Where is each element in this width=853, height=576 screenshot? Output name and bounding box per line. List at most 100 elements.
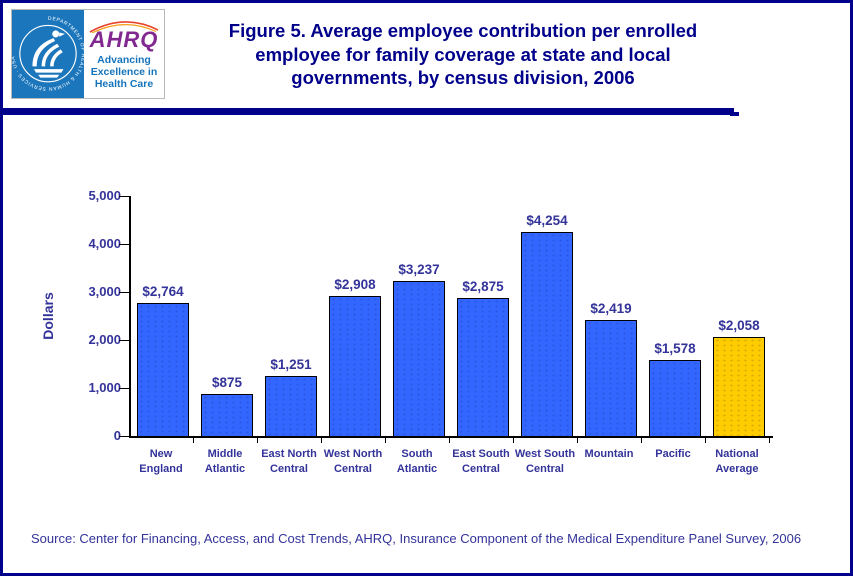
x-axis-label-line: West North: [323, 448, 383, 460]
bar-middle-atlantic: [201, 394, 253, 436]
bar-slot: $3,237: [387, 196, 451, 436]
plot-area: $2,764 $875 $1,251 $2,908 $3,237 $2,875 $4,254…: [129, 196, 773, 438]
x-axis-label-east-south-central: East South Central: [449, 447, 513, 476]
x-tick-mark: [513, 438, 514, 443]
bar-pacific: [649, 360, 701, 436]
x-axis-label-west-south-central: West South Central: [513, 447, 577, 476]
bar-south-atlantic: [393, 281, 445, 436]
tagline-line: Excellence in: [90, 65, 158, 78]
x-axis-label-line: Central: [462, 462, 500, 475]
x-axis-label-line: East North: [261, 448, 317, 460]
x-axis-label-line: New: [149, 448, 173, 460]
x-axis-label-line: Mountain: [584, 448, 634, 460]
x-axis-label-line: Atlantic: [204, 462, 246, 475]
tagline-line: Health Care: [94, 77, 154, 90]
x-axis-label-mountain: Mountain: [577, 447, 641, 476]
y-tick-label: 3,000: [88, 284, 121, 299]
bar-slot: $2,875: [451, 196, 515, 436]
ahrq-logo: AHRQ Advancing Excellence in Health Care: [84, 10, 164, 98]
x-axis-label-line: West South: [514, 448, 576, 460]
y-tick-mark: [119, 244, 129, 245]
x-axis-label-line: East South: [452, 448, 510, 460]
hhs-ahrq-logo: DEPARTMENT OF HEALTH & HUMAN SERVICES · …: [11, 9, 165, 99]
y-tick-mark: [119, 436, 129, 437]
bar-slot: $4,254: [515, 196, 579, 436]
tagline-line: Advancing: [97, 53, 151, 66]
bar-value-label: $2,058: [718, 318, 760, 333]
bar-slot: $1,251: [259, 196, 323, 436]
bar-value-label: $1,578: [654, 341, 696, 356]
source-note: Source: Center for Financing, Access, an…: [31, 531, 802, 546]
x-axis-label-line: Central: [334, 462, 372, 475]
bar-east-south-central: [457, 298, 509, 436]
ahrq-tagline: Advancing Excellence in Health Care: [91, 54, 158, 90]
x-tick-mark: [257, 438, 258, 443]
bar-chart: Dollars $2,764 $875 $1,251 $2,908 $3,237 $2,8…: [3, 130, 850, 502]
x-tick-mark: [321, 438, 322, 443]
y-axis-title: Dollars: [40, 292, 56, 340]
bar-new-england: [137, 303, 189, 436]
x-axis-label-east-north-central: East North Central: [257, 447, 321, 476]
bar-slot: $2,764: [131, 196, 195, 436]
x-axis-label-line: Atlantic: [396, 462, 438, 475]
x-tick-mark: [705, 438, 706, 443]
x-axis-label-line: England: [139, 462, 183, 475]
x-axis-label-line: Average: [715, 462, 759, 475]
x-axis-label-line: Pacific: [655, 448, 691, 460]
bar-slot: $875: [195, 196, 259, 436]
ahrq-rainbow-arc-icon: [89, 20, 159, 33]
y-tick-mark: [119, 292, 129, 293]
x-axis-label-line: Middle: [207, 448, 243, 460]
y-tick-label: 4,000: [88, 236, 121, 251]
y-tick-label: 0: [113, 428, 121, 443]
x-axis-label-line: National: [715, 448, 759, 460]
x-axis-label-pacific: Pacific: [641, 447, 705, 476]
x-axis-label-middle-atlantic: Middle Atlantic: [193, 447, 257, 476]
bar-value-label: $1,251: [270, 357, 312, 372]
bar-mountain: [585, 320, 637, 436]
bar-value-label: $2,419: [590, 301, 632, 316]
y-tick-mark: [119, 388, 129, 389]
x-tick-mark: [193, 438, 194, 443]
x-tick-mark: [577, 438, 578, 443]
x-axis-label-line: Central: [526, 462, 564, 475]
x-axis-label-new-england: New England: [129, 447, 193, 476]
bar-east-north-central: [265, 376, 317, 436]
bar-west-north-central: [329, 296, 381, 436]
bar-west-south-central: [521, 232, 573, 436]
figure-title: Figure 5. Average employee contribution …: [171, 19, 755, 90]
hhs-eagle-icon: DEPARTMENT OF HEALTH & HUMAN SERVICES · …: [12, 16, 84, 92]
bar-slot: $2,419: [579, 196, 643, 436]
x-axis-label-national-average: National Average: [705, 447, 769, 476]
ahrq-wordmark: AHRQ: [89, 26, 159, 52]
y-tick-label: 1,000: [88, 380, 121, 395]
bar-value-label: $2,908: [334, 277, 376, 292]
bar-slot: $2,058: [707, 196, 771, 436]
hhs-seal-icon: DEPARTMENT OF HEALTH & HUMAN SERVICES · …: [12, 10, 84, 98]
bar-value-label: $3,237: [398, 262, 440, 277]
figure-title-line: Figure 5. Average employee contribution …: [228, 20, 698, 41]
figure-title-line: employee for family coverage at state an…: [255, 43, 671, 65]
x-tick-mark: [641, 438, 642, 443]
bar-value-label: $2,875: [462, 279, 504, 294]
figure-title-line: governments, by census division, 2006: [291, 67, 635, 88]
header-divider: [3, 108, 739, 116]
x-axis-labels: New England Middle Atlantic East North Centra…: [129, 447, 771, 476]
x-axis-label-line: Central: [270, 462, 308, 475]
x-axis-label-west-north-central: West North Central: [321, 447, 385, 476]
y-tick-label: 2,000: [88, 332, 121, 347]
y-tick-label: 5,000: [88, 188, 121, 203]
x-axis-label-line: South: [401, 448, 433, 460]
x-tick-mark: [769, 438, 770, 443]
bar-slot: $2,908: [323, 196, 387, 436]
x-axis-label-south-atlantic: South Atlantic: [385, 447, 449, 476]
bar-value-label: $4,254: [526, 213, 568, 228]
bar-value-label: $2,764: [142, 284, 184, 299]
bar-slot: $1,578: [643, 196, 707, 436]
x-tick-mark: [385, 438, 386, 443]
y-tick-mark: [119, 340, 129, 341]
x-tick-mark: [449, 438, 450, 443]
y-tick-mark: [119, 196, 129, 197]
bar-value-label: $875: [211, 375, 243, 390]
